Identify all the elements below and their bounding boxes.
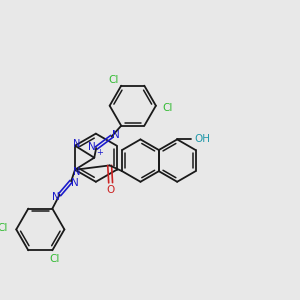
Text: Cl: Cl — [0, 223, 8, 232]
Text: N: N — [71, 178, 79, 188]
Text: Cl: Cl — [49, 254, 59, 264]
Text: O: O — [106, 185, 115, 195]
Text: Cl: Cl — [162, 103, 172, 112]
Text: +: + — [97, 148, 104, 158]
Text: N: N — [88, 142, 96, 152]
Text: OH: OH — [194, 134, 210, 144]
Text: Cl: Cl — [108, 75, 119, 85]
Text: N: N — [112, 130, 119, 140]
Text: N: N — [73, 167, 81, 177]
Text: N: N — [52, 192, 60, 202]
Text: N: N — [73, 139, 81, 149]
